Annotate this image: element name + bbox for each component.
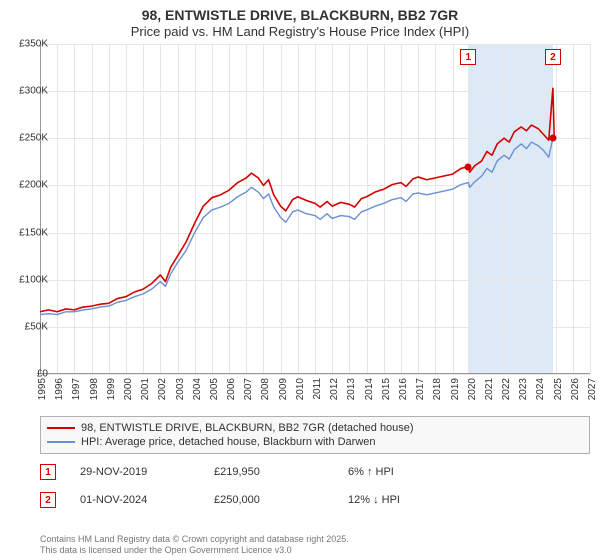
chart-title: 98, ENTWISTLE DRIVE, BLACKBURN, BB2 7GR <box>0 0 600 24</box>
x-tick-label: 2020 <box>467 378 478 400</box>
marker-price: £250,000 <box>214 494 324 506</box>
x-tick-label: 1996 <box>54 378 65 400</box>
x-tick-label: 2018 <box>432 378 443 400</box>
marker-table: 1 29-NOV-2019 £219,950 6% ↑ HPI 2 01-NOV-2024… <box>40 464 590 520</box>
series-svg <box>40 44 590 374</box>
x-tick-label: 1999 <box>106 378 117 400</box>
x-tick-label: 2021 <box>484 378 495 400</box>
x-tick-label: 2004 <box>192 378 203 400</box>
marker-change: 6% ↑ HPI <box>348 466 394 478</box>
y-tick-label: £300K <box>19 86 48 97</box>
x-tick-label: 2019 <box>450 378 461 400</box>
marker-badge: 1 <box>40 464 56 480</box>
y-tick-label: £50K <box>25 321 48 332</box>
x-tick-label: 2006 <box>226 378 237 400</box>
x-tick-label: 2027 <box>587 378 598 400</box>
marker-date: 29-NOV-2019 <box>80 466 190 478</box>
x-tick-label: 2008 <box>260 378 271 400</box>
x-tick-label: 2026 <box>570 378 581 400</box>
marker-change: 12% ↓ HPI <box>348 494 400 506</box>
x-tick-label: 2014 <box>364 378 375 400</box>
x-tick-label: 2003 <box>175 378 186 400</box>
chart-plot-area: 12 <box>40 44 590 374</box>
footer: Contains HM Land Registry data © Crown c… <box>40 534 349 557</box>
chart-marker-dot <box>465 163 472 170</box>
x-tick-label: 2016 <box>398 378 409 400</box>
x-tick-label: 2013 <box>346 378 357 400</box>
legend-item: 98, ENTWISTLE DRIVE, BLACKBURN, BB2 7GR … <box>47 421 583 435</box>
x-tick-label: 2012 <box>329 378 340 400</box>
marker-date: 01-NOV-2024 <box>80 494 190 506</box>
chart-marker-badge: 2 <box>545 49 561 65</box>
marker-row: 1 29-NOV-2019 £219,950 6% ↑ HPI <box>40 464 590 492</box>
legend-swatch <box>47 441 75 443</box>
y-tick-label: £100K <box>19 274 48 285</box>
y-tick-label: £250K <box>19 133 48 144</box>
x-tick-label: 2025 <box>553 378 564 400</box>
marker-price: £219,950 <box>214 466 324 478</box>
marker-badge: 2 <box>40 492 56 508</box>
marker-row: 2 01-NOV-2024 £250,000 12% ↓ HPI <box>40 492 590 520</box>
x-tick-label: 2007 <box>243 378 254 400</box>
footer-line-2: This data is licensed under the Open Gov… <box>40 545 349 556</box>
x-tick-label: 1995 <box>37 378 48 400</box>
legend-label: HPI: Average price, detached house, Blac… <box>81 436 376 448</box>
x-tick-label: 2002 <box>157 378 168 400</box>
x-tick-label: 2015 <box>381 378 392 400</box>
gridline-v <box>590 44 591 374</box>
legend-swatch <box>47 427 75 429</box>
y-tick-label: £150K <box>19 227 48 238</box>
x-tick-label: 2000 <box>123 378 134 400</box>
legend-label: 98, ENTWISTLE DRIVE, BLACKBURN, BB2 7GR … <box>81 422 414 434</box>
y-tick-label: £200K <box>19 180 48 191</box>
legend: 98, ENTWISTLE DRIVE, BLACKBURN, BB2 7GR … <box>40 416 590 454</box>
y-tick-label: £350K <box>19 39 48 50</box>
x-tick-label: 2009 <box>278 378 289 400</box>
x-tick-label: 2001 <box>140 378 151 400</box>
x-tick-label: 2017 <box>415 378 426 400</box>
chart-subtitle: Price paid vs. HM Land Registry's House … <box>0 24 600 45</box>
x-tick-label: 1997 <box>71 378 82 400</box>
x-tick-label: 1998 <box>89 378 100 400</box>
footer-line-1: Contains HM Land Registry data © Crown c… <box>40 534 349 545</box>
x-tick-label: 2024 <box>535 378 546 400</box>
series-line <box>40 88 554 311</box>
x-tick-label: 2022 <box>501 378 512 400</box>
x-tick-label: 2023 <box>518 378 529 400</box>
x-tick-label: 2010 <box>295 378 306 400</box>
legend-item: HPI: Average price, detached house, Blac… <box>47 435 583 449</box>
x-tick-label: 2011 <box>312 378 323 400</box>
chart-marker-badge: 1 <box>460 49 476 65</box>
x-tick-label: 2005 <box>209 378 220 400</box>
chart-marker-dot <box>549 135 556 142</box>
gridline-h <box>40 374 590 375</box>
